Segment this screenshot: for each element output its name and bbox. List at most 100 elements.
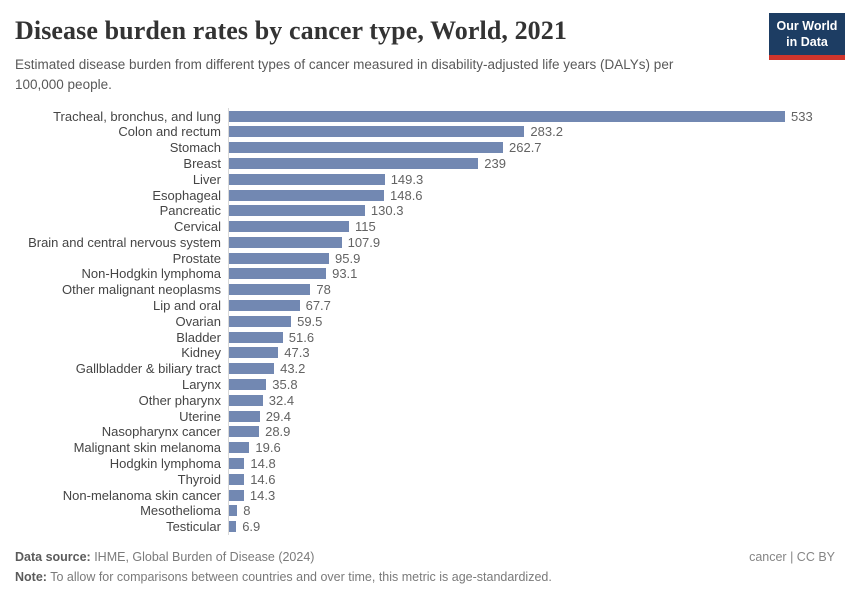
bar-value: 29.4: [265, 408, 291, 424]
bar-area: 28.9: [228, 424, 850, 440]
bar-area: 93.1: [228, 266, 850, 282]
bar-value: 149.3: [390, 171, 424, 187]
chart-row: Larynx 35.8: [0, 376, 850, 393]
bar-area: 107.9: [228, 234, 850, 251]
bar-value: 14.6: [250, 471, 276, 487]
bar-label: Tracheal, bronchus, and lung: [53, 108, 221, 124]
chart-footer: Data source: IHME, Global Burden of Dise…: [0, 547, 850, 588]
bar-label: Gallbladder & biliary tract: [75, 361, 221, 377]
chart-row: Liver 149.3: [0, 171, 850, 188]
bar-label: Bladder: [176, 329, 221, 345]
bar-value: 19.6: [255, 440, 281, 456]
owid-logo-line2: in Data: [786, 35, 828, 50]
chart-row: Uterine 29.4: [0, 408, 850, 425]
bar: [229, 173, 385, 185]
chart-row: Non-melanoma skin cancer 14.3: [0, 487, 850, 504]
bar-value: 262.7: [509, 140, 542, 156]
bar-area: 283.2: [228, 123, 850, 140]
chart-row: Esophageal 148.6: [0, 187, 850, 203]
bar-area: 14.8: [228, 455, 850, 472]
bar-value: 35.8: [272, 377, 298, 393]
footer-source-line: Data source: IHME, Global Burden of Dise…: [15, 547, 835, 568]
bar-value: 95.9: [335, 250, 361, 266]
bar-label: Lip and oral: [153, 298, 221, 314]
bar: [229, 347, 279, 359]
bar: [229, 505, 238, 517]
chart-row: Stomach 262.7: [0, 139, 850, 156]
data-source-text: Data source: IHME, Global Burden of Dise…: [15, 547, 314, 568]
bar-area: 32.4: [228, 392, 850, 409]
bar-area: 533: [228, 108, 850, 124]
bar-label: Esophageal: [152, 187, 221, 203]
bar-label: Larynx: [181, 377, 221, 393]
owid-logo-line1: Our World: [776, 19, 838, 33]
bar-label: Stomach: [169, 140, 221, 156]
chart-row: Kidney 47.3: [0, 345, 850, 361]
bar-label: Other malignant neoplasms: [62, 282, 221, 298]
data-source-label: Data source:: [15, 549, 91, 564]
bar-label: Cervical: [174, 219, 221, 235]
chart-row: Other malignant neoplasms 78: [0, 281, 850, 298]
bar-value: 78: [316, 282, 331, 298]
bar-value: 47.3: [284, 345, 310, 361]
bar-chart: Tracheal, bronchus, and lung 533 Colon and…: [0, 108, 850, 535]
chart-row: Tracheal, bronchus, and lung 533: [0, 108, 850, 124]
chart-row: Breast 239: [0, 155, 850, 172]
bar: [229, 363, 275, 375]
bar: [229, 236, 342, 248]
bar: [229, 458, 245, 470]
bar: [229, 315, 292, 327]
bar: [229, 442, 250, 454]
chart-row: Brain and central nervous system 107.9: [0, 234, 850, 251]
bar-value: 51.6: [288, 329, 315, 345]
bar-label: Nasopharynx cancer: [101, 424, 221, 440]
bar-area: 19.6: [228, 439, 850, 456]
bar-label: Kidney: [181, 345, 221, 361]
bar-area: 8: [228, 503, 850, 519]
bar-area: 43.2: [228, 360, 850, 377]
bar-label: Breast: [183, 155, 221, 171]
bar: [229, 410, 260, 422]
chart-row: Pancreatic 130.3: [0, 202, 850, 219]
bar-label: Mesothelioma: [140, 503, 221, 519]
bar-label: Brain and central nervous system: [28, 234, 221, 250]
bar: [229, 268, 327, 280]
chart-row: Bladder 51.6: [0, 329, 850, 346]
bar-area: 14.6: [228, 471, 850, 488]
bar-label: Testicular: [166, 519, 221, 535]
bar: [229, 473, 245, 485]
bar-value: 59.5: [297, 313, 323, 329]
bar: [229, 331, 283, 343]
bar-value: 107.9: [347, 234, 381, 250]
data-source-value: IHME, Global Burden of Disease (2024): [90, 549, 315, 564]
bar-value: 28.9: [265, 424, 291, 440]
bar: [229, 426, 260, 438]
bar-label: Malignant skin melanoma: [73, 440, 221, 456]
bar-value: 93.1: [332, 266, 358, 282]
chart-title: Disease burden rates by cancer type, Wor…: [15, 16, 567, 45]
chart-row: Nasopharynx cancer 28.9: [0, 424, 850, 440]
chart-row: Cervical 115: [0, 218, 850, 235]
bar-value: 6.9: [242, 519, 261, 535]
bar-area: 47.3: [228, 345, 850, 361]
bar-area: 149.3: [228, 171, 850, 188]
chart-row: Lip and oral 67.7: [0, 297, 850, 314]
bar-area: 6.9: [228, 518, 850, 535]
bar-area: 239: [228, 155, 850, 172]
bar-label: Uterine: [179, 408, 221, 424]
bar: [229, 221, 349, 233]
bar-value: 14.8: [250, 456, 276, 472]
bar: [229, 142, 503, 154]
chart-row: Testicular 6.9: [0, 518, 850, 535]
bar: [229, 126, 525, 138]
chart-row: Hodgkin lymphoma 14.8: [0, 455, 850, 472]
bar-area: 67.7: [228, 297, 850, 314]
bar: [229, 189, 384, 201]
bar-area: 130.3: [228, 202, 850, 219]
bar: [229, 205, 365, 217]
chart-subtitle: Estimated disease burden from different …: [15, 57, 674, 92]
bar-value: 115: [355, 219, 376, 235]
bar-value: 67.7: [305, 298, 331, 314]
bar-label: Non-Hodgkin lymphoma: [81, 266, 221, 282]
bar: [229, 157, 479, 169]
